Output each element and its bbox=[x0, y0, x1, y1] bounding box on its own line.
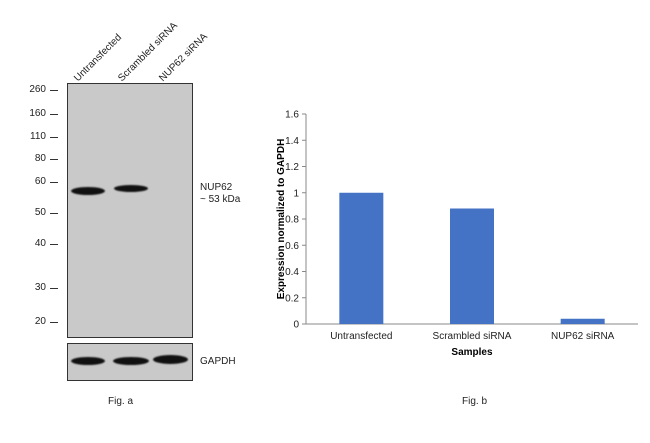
band-gapdh-scrambled bbox=[113, 357, 149, 365]
bar bbox=[450, 208, 494, 324]
mw-tick bbox=[50, 90, 58, 91]
mw-marker-110: 110 bbox=[30, 131, 46, 142]
band-gapdh-untransfected bbox=[71, 357, 105, 365]
loading-control-label: GAPDH bbox=[200, 356, 236, 367]
mw-tick bbox=[50, 182, 58, 183]
x-tick-label: Scrambled siRNA bbox=[433, 331, 512, 342]
figure-b-caption: Fig. b bbox=[462, 396, 488, 407]
mw-marker-60: 60 bbox=[34, 176, 46, 187]
mw-marker-40: 40 bbox=[34, 238, 46, 249]
y-tick-label: 1.4 bbox=[285, 136, 299, 147]
figure-a-caption: Fig. a bbox=[108, 396, 134, 407]
mw-tick bbox=[50, 114, 58, 115]
y-tick-label: 0.6 bbox=[285, 241, 299, 252]
mw-tick bbox=[50, 137, 58, 138]
x-tick-label: Untransfected bbox=[330, 331, 392, 342]
y-axis-label: Expression normalized to GAPDH bbox=[276, 139, 287, 300]
bars bbox=[339, 192, 605, 324]
blot-panel-main bbox=[67, 83, 193, 338]
mw-marker-20: 20 bbox=[34, 316, 46, 327]
y-tick-label: 0.8 bbox=[285, 215, 299, 226]
y-tick-label: 1 bbox=[293, 188, 299, 199]
mw-marker-50: 50 bbox=[34, 207, 46, 218]
x-tick-label: NUP62 siRNA bbox=[551, 331, 615, 342]
y-tick-label: 1.6 bbox=[285, 110, 299, 121]
target-name: NUP62 bbox=[200, 182, 233, 193]
x-tick-labels: Untransfected Scrambled siRNA NUP62 siRNA bbox=[330, 331, 614, 342]
mw-tick bbox=[50, 288, 58, 289]
band-nup62-scrambled bbox=[114, 185, 148, 192]
bar bbox=[560, 318, 605, 324]
bar bbox=[339, 192, 384, 324]
mw-tick bbox=[50, 322, 58, 323]
mw-marker-260: 260 bbox=[29, 84, 46, 95]
mw-marker-160: 160 bbox=[29, 108, 46, 119]
y-tick-label: 0.2 bbox=[285, 293, 299, 304]
mw-marker-80: 80 bbox=[34, 153, 46, 164]
band-nup62-untransfected bbox=[71, 187, 105, 195]
mw-tick bbox=[50, 213, 58, 214]
mw-tick bbox=[50, 159, 58, 160]
mw-marker-30: 30 bbox=[34, 282, 46, 293]
y-tick-label: 0.4 bbox=[285, 267, 299, 278]
mw-tick bbox=[50, 244, 58, 245]
y-tick-labels: 0 0.2 0.4 0.6 0.8 1 1.2 1.4 1.6 bbox=[285, 110, 306, 331]
x-axis-label: Samples bbox=[451, 347, 493, 358]
y-tick-label: 1.2 bbox=[285, 162, 299, 173]
target-label: NUP62 ~ 53 kDa bbox=[200, 182, 240, 206]
y-tick-label: 0 bbox=[293, 320, 299, 331]
band-gapdh-nup62-sirna bbox=[153, 355, 188, 364]
target-size: ~ 53 kDa bbox=[200, 194, 241, 205]
